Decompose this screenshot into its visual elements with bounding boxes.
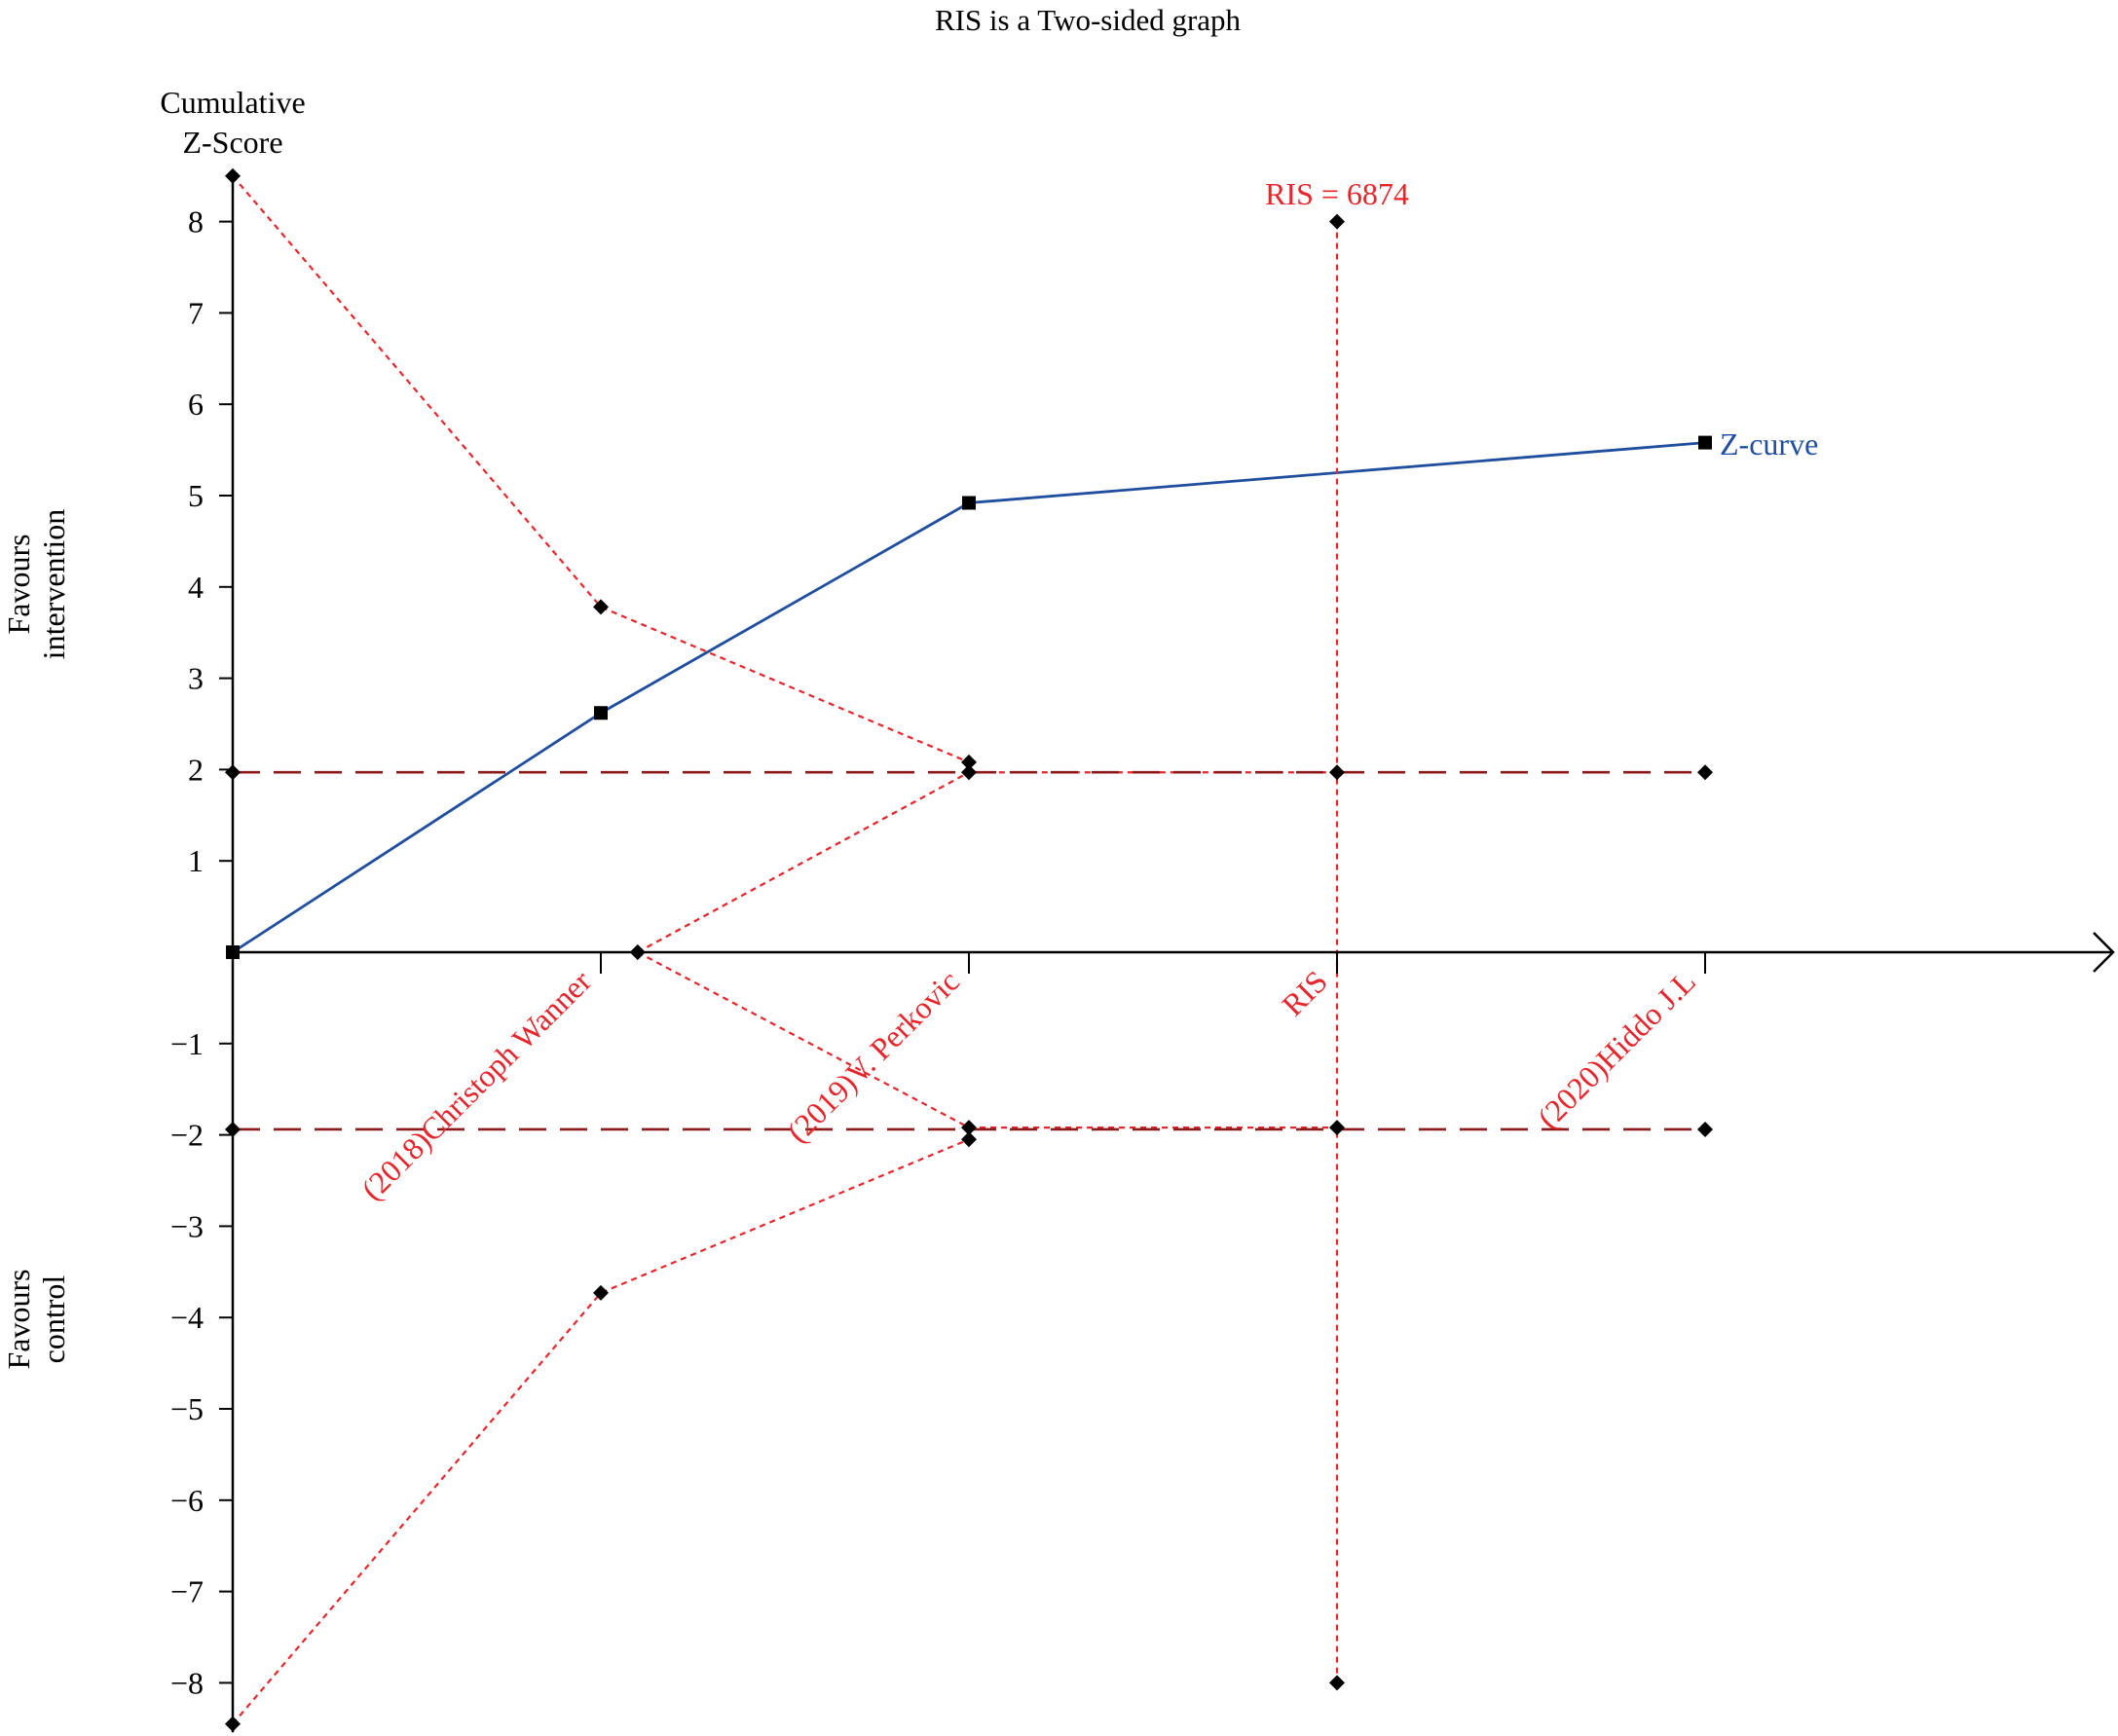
- x-tick-label-group: (2020)Hiddo J.L: [1531, 963, 1702, 1134]
- x-tick-label-group: (2019)V. Perkovic: [780, 963, 966, 1149]
- boundary-point: [593, 599, 609, 615]
- boundary-point: [961, 1120, 977, 1136]
- boundary-point: [1329, 764, 1345, 781]
- boundary-point: [961, 764, 977, 781]
- chart-title: RIS is a Two-sided graph: [935, 3, 1242, 37]
- boundary-point: [1329, 213, 1345, 230]
- z-curve-label: Z-curve: [1720, 426, 1818, 462]
- y-tick-label: −2: [170, 1118, 204, 1153]
- y-tick-label: 1: [188, 843, 204, 878]
- tick-layer: −8 −7 −6 −5 −4 −3 −2 −1 1 2 3 4 5 6 7 8 (2018)Christoph …: [170, 171, 2115, 1733]
- boundary-point: [961, 754, 977, 770]
- y-tick-label: 3: [188, 661, 204, 696]
- boundary-point: [961, 1131, 977, 1148]
- series-line: [232, 1138, 970, 1725]
- series-line: [232, 174, 970, 763]
- upper-region-label-line1: Favours: [1, 534, 36, 634]
- y-tick-label: −6: [170, 1483, 204, 1518]
- upper-region-label-line2: intervention: [36, 509, 71, 660]
- z-curve-point: [962, 496, 976, 510]
- x-tick-label-group: RIS: [1275, 963, 1334, 1022]
- x-tick-label-group: (2018)Christoph Wanner: [354, 963, 598, 1206]
- y-tick-label: −7: [170, 1574, 204, 1609]
- y-tick-label: 6: [188, 387, 204, 422]
- y-axis-label-line1: Cumulative: [160, 85, 305, 120]
- series-line: [637, 771, 1337, 953]
- boundary-point: [1697, 1121, 1713, 1137]
- plot-layer: [232, 174, 1706, 1725]
- lower-region-label-line2: control: [36, 1275, 71, 1364]
- boundary-point: [593, 1284, 609, 1301]
- y-tick-label: 4: [188, 570, 204, 605]
- series-line: [232, 441, 1706, 954]
- z-curve-point: [1698, 435, 1712, 450]
- lower-region-label-line1: Favours: [1, 1269, 36, 1369]
- y-tick-label: 8: [188, 204, 204, 240]
- y-tick-label: 7: [188, 295, 204, 330]
- y-tick-label: −1: [170, 1026, 204, 1061]
- x-tick-label: RIS: [1275, 963, 1334, 1022]
- series-line: [637, 951, 1337, 1129]
- y-tick-label: −8: [170, 1665, 204, 1700]
- x-tick-label: (2018)Christoph Wanner: [354, 963, 598, 1206]
- ris-value-label: RIS = 6874: [1265, 176, 1409, 211]
- x-axis-arrow: [2093, 932, 2115, 973]
- y-tick-label: 2: [188, 752, 204, 787]
- marker-layer: [225, 167, 1713, 1732]
- y-tick-label: −3: [170, 1208, 204, 1243]
- x-tick-label: (2019)V. Perkovic: [780, 963, 966, 1149]
- boundary-point: [1329, 1120, 1345, 1136]
- y-tick-label: −4: [170, 1300, 204, 1335]
- y-tick-label: 5: [188, 478, 204, 513]
- y-axis-label-line2: Z-Score: [182, 125, 282, 160]
- y-tick-label: −5: [170, 1391, 204, 1426]
- boundary-point: [1697, 764, 1713, 781]
- z-curve-point: [594, 706, 608, 720]
- boundary-point: [1329, 1675, 1345, 1691]
- x-tick-label: (2020)Hiddo J.L: [1531, 963, 1702, 1134]
